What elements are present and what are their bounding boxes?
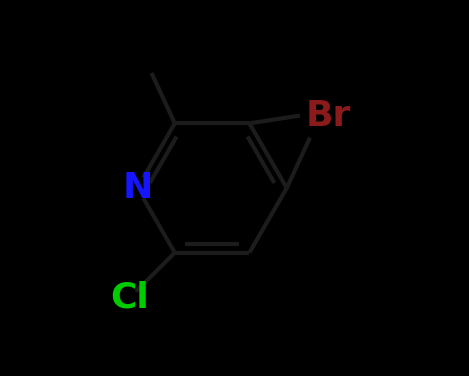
Text: Br: Br [305,99,351,133]
Text: N: N [122,171,152,205]
Text: Cl: Cl [111,280,149,314]
Circle shape [126,177,149,199]
